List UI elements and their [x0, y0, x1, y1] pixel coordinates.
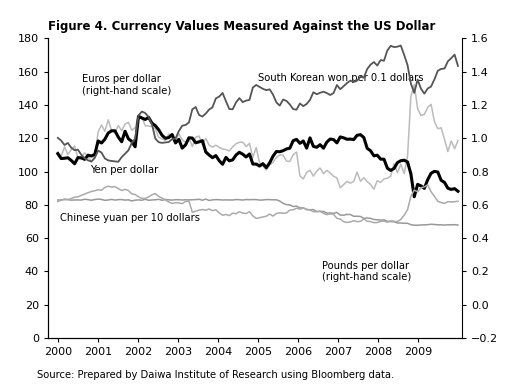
- Text: Pounds per dollar
(right-hand scale): Pounds per dollar (right-hand scale): [322, 261, 411, 282]
- Text: South Korean won per 0.1 dollars: South Korean won per 0.1 dollars: [258, 73, 423, 83]
- Text: Euros per dollar
(right-hand scale): Euros per dollar (right-hand scale): [82, 74, 171, 96]
- Text: Figure 4. Currency Values Measured Against the US Dollar: Figure 4. Currency Values Measured Again…: [48, 20, 435, 33]
- Text: Yen per dollar: Yen per dollar: [90, 165, 158, 175]
- Text: Source: Prepared by Daiwa Institute of Research using Bloomberg data.: Source: Prepared by Daiwa Institute of R…: [37, 370, 395, 380]
- Text: Chinese yuan per 10 dollars: Chinese yuan per 10 dollars: [60, 213, 200, 223]
